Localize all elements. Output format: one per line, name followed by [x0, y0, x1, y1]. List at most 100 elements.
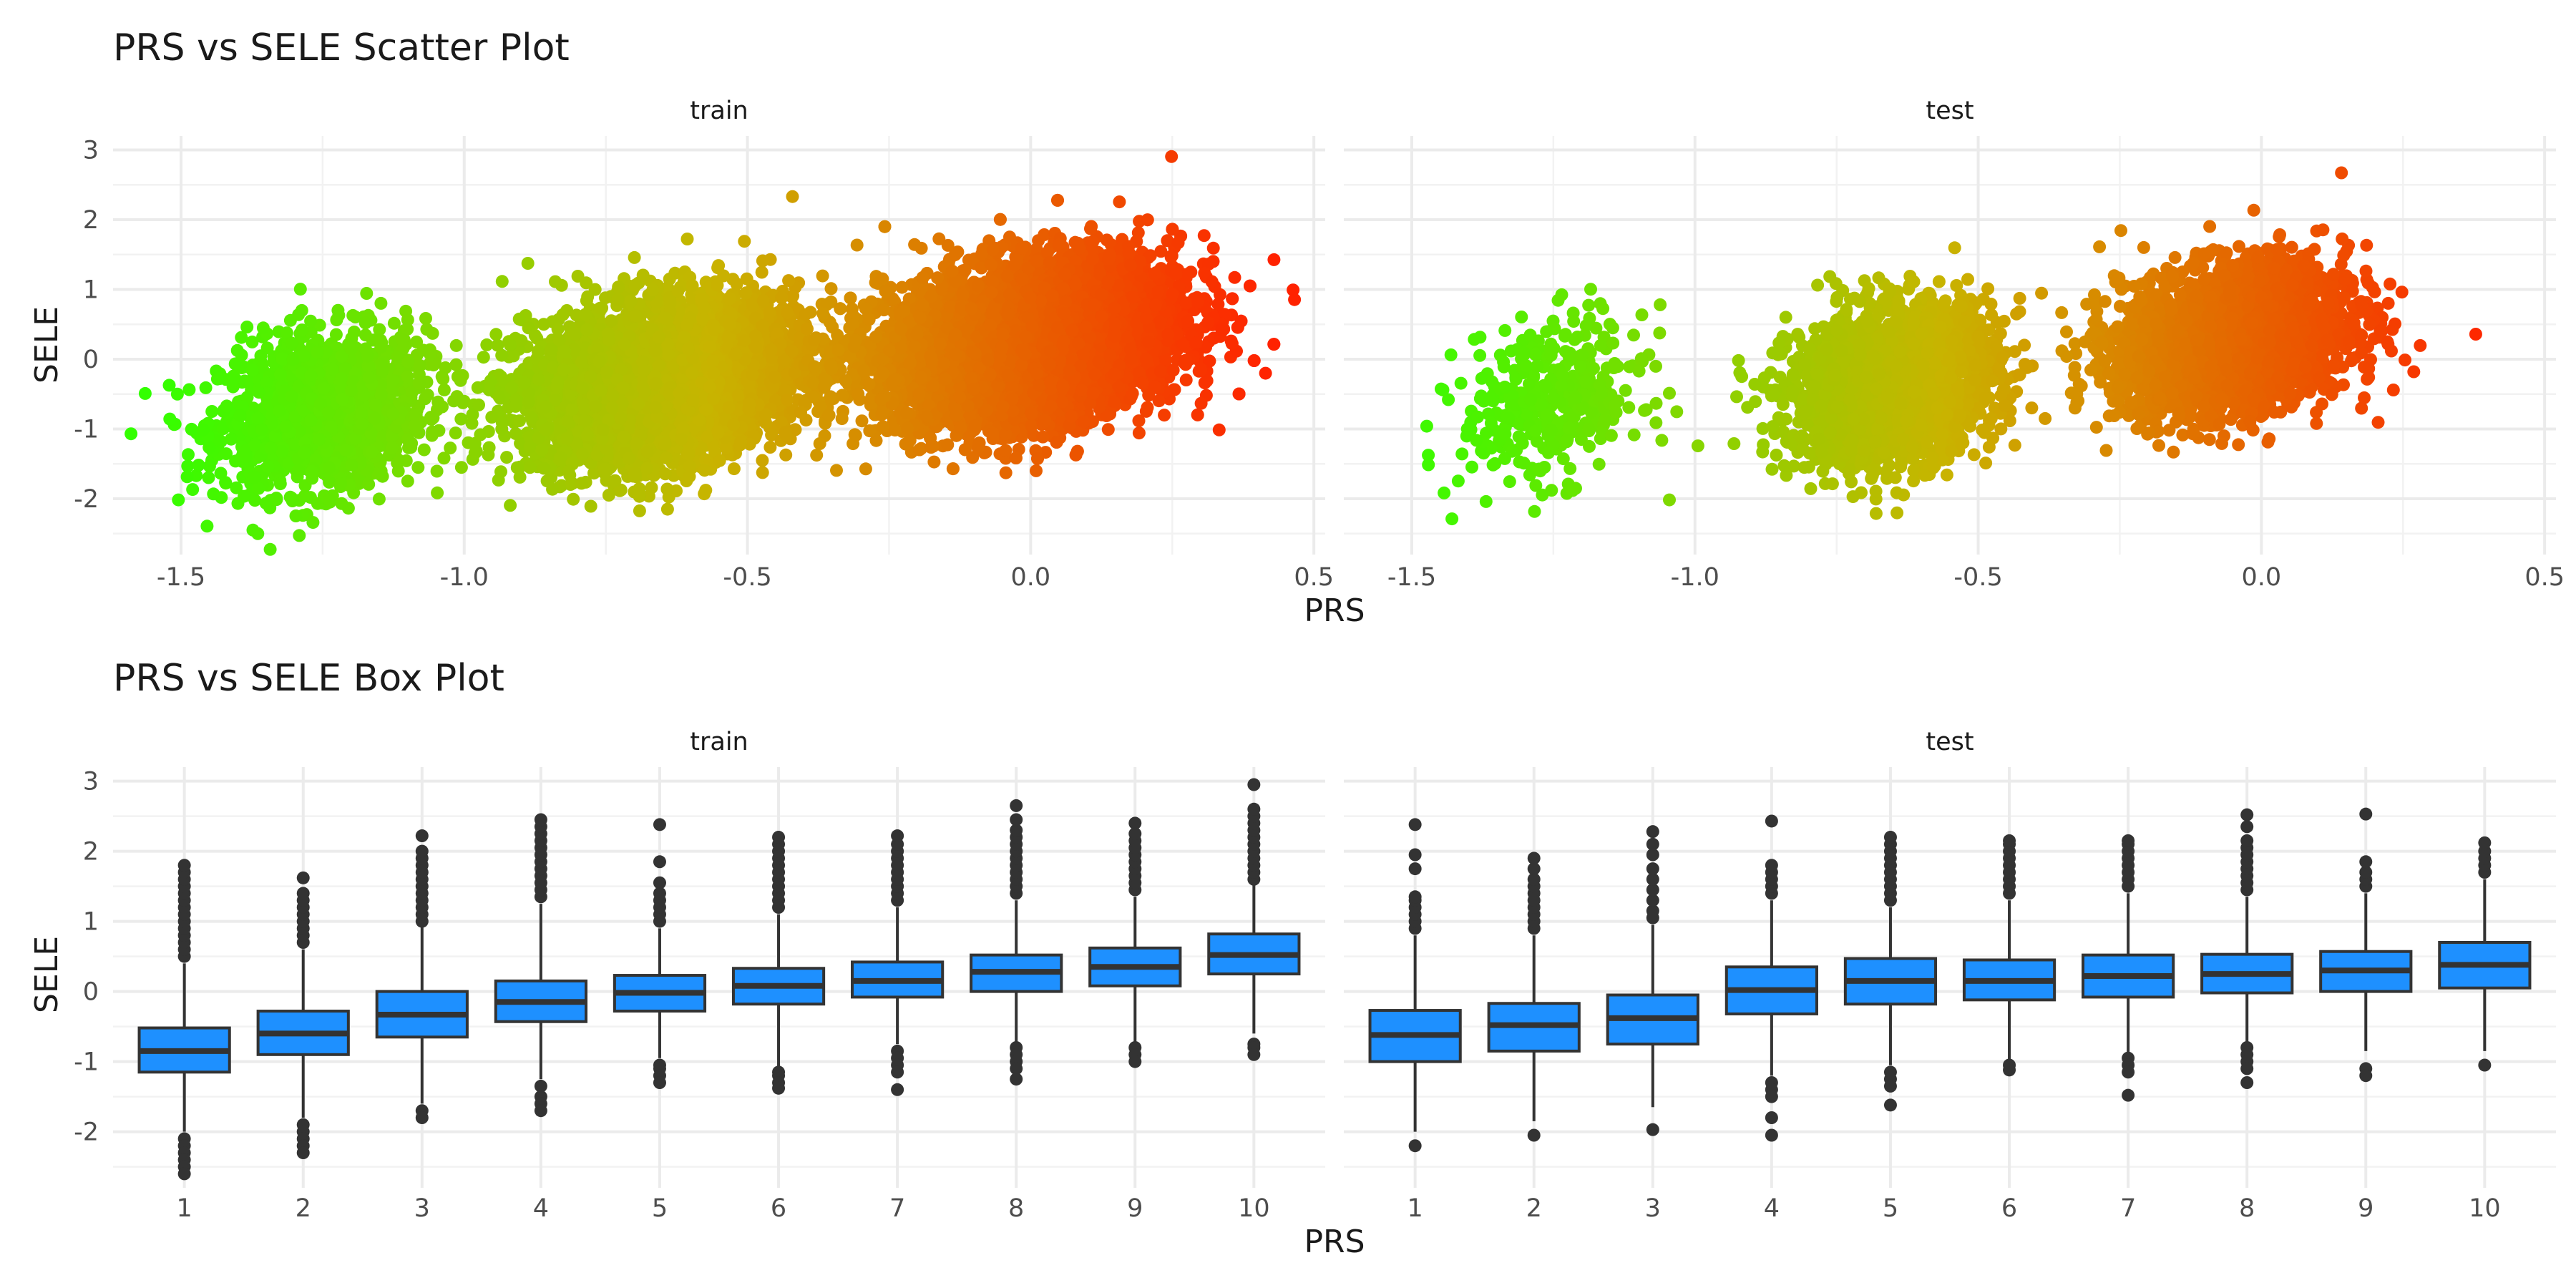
- scatter-point: [386, 407, 400, 421]
- scatter-point: [763, 441, 777, 454]
- scatter-title: PRS vs SELE Scatter Plot: [113, 26, 570, 69]
- scatter-point: [816, 269, 829, 283]
- scatter-point: [401, 370, 414, 384]
- scatter-point: [361, 349, 374, 363]
- scatter-point: [202, 471, 215, 484]
- scatter-point: [203, 459, 216, 473]
- scatter-point: [292, 308, 306, 321]
- scatter-point: [329, 328, 343, 341]
- scatter-point: [304, 314, 318, 328]
- scatter-point: [286, 353, 300, 366]
- scatter-point: [454, 461, 468, 474]
- scatter-point: [196, 423, 210, 436]
- scatter-point: [331, 303, 345, 317]
- scatter-point: [680, 233, 694, 245]
- scatter-point: [270, 492, 283, 505]
- scatter-point: [658, 467, 672, 481]
- scatter-point: [185, 422, 198, 436]
- scatter-point: [251, 411, 265, 425]
- scatter-point: [263, 542, 277, 556]
- scatter-point: [125, 427, 138, 441]
- scatter-point: [551, 322, 565, 336]
- scatter-point: [602, 489, 615, 502]
- scatter-point: [163, 412, 177, 426]
- scatter-point: [504, 499, 517, 512]
- scatter-point: [192, 459, 205, 472]
- scatter-point: [335, 497, 348, 510]
- scatter-point: [556, 308, 570, 321]
- scatter-point: [401, 433, 414, 447]
- scatter-point: [512, 312, 526, 326]
- scatter-point: [323, 493, 336, 507]
- scatter-point: [449, 338, 463, 352]
- scatter-point: [454, 374, 467, 387]
- scatter-points-train: [125, 150, 1302, 556]
- scatter-point: [660, 502, 674, 516]
- scatter-point: [334, 477, 348, 491]
- scatter-point: [421, 388, 434, 401]
- scatter-point: [162, 379, 176, 392]
- scatter-point: [683, 469, 696, 483]
- scatter-point: [235, 348, 248, 362]
- scatter-point: [225, 432, 238, 446]
- scatter-point: [199, 381, 213, 394]
- scatter-point: [408, 419, 421, 432]
- scatter-point: [436, 372, 450, 386]
- scatter-point: [251, 527, 265, 540]
- scatter-point: [738, 235, 751, 248]
- scatter-point: [200, 519, 214, 533]
- scatter-point: [824, 282, 838, 296]
- scatter-point: [391, 351, 404, 364]
- scatter-point: [509, 427, 522, 441]
- scatter-point: [306, 465, 319, 479]
- scatter-point: [521, 257, 535, 270]
- scatter-point: [326, 362, 339, 376]
- scatter-point: [180, 470, 194, 484]
- scatter-point: [368, 411, 381, 425]
- scatter-point: [182, 448, 195, 462]
- scatter-point: [298, 489, 311, 502]
- scatter-point: [255, 423, 268, 436]
- scatter-point: [205, 405, 219, 418]
- scatter-point: [339, 444, 353, 457]
- scatter-point: [138, 386, 152, 400]
- scatter-point: [425, 429, 439, 442]
- scatter-point: [323, 475, 336, 489]
- scatter-point: [386, 441, 399, 454]
- scatter-point: [355, 417, 369, 431]
- scatter-point: [426, 411, 440, 424]
- scatter-point: [779, 448, 793, 462]
- scatter-point: [213, 372, 227, 385]
- scatter-point: [312, 433, 326, 446]
- scatter-point: [633, 504, 646, 517]
- scatter-point: [317, 381, 331, 395]
- scatter-point: [293, 529, 306, 542]
- scatter-point: [186, 483, 200, 497]
- scatter-point: [233, 409, 247, 422]
- scatter-point: [304, 369, 318, 382]
- scatter-point: [504, 338, 517, 352]
- scatter-point: [510, 461, 524, 474]
- scatter-point: [386, 374, 399, 387]
- scatter-point: [449, 426, 462, 440]
- scatter-point: [387, 316, 401, 330]
- scatter-point: [344, 384, 358, 397]
- scatter-point: [358, 316, 372, 330]
- scatter-point: [225, 373, 239, 386]
- scatter-point: [584, 499, 597, 513]
- scatter-point: [494, 465, 507, 479]
- scatter-point: [362, 371, 376, 384]
- scatter-point: [293, 283, 307, 296]
- scatter-point: [207, 487, 220, 501]
- scatter-point: [323, 461, 336, 474]
- scatter-point: [335, 372, 348, 386]
- scatter-point: [214, 467, 228, 480]
- scatter-point: [344, 342, 358, 356]
- scatter-point: [417, 443, 431, 457]
- scatter-point: [283, 490, 297, 504]
- scatter-point: [419, 312, 432, 325]
- scatter-point: [523, 461, 537, 474]
- scatter-point: [306, 516, 320, 530]
- scatter-point: [401, 355, 415, 369]
